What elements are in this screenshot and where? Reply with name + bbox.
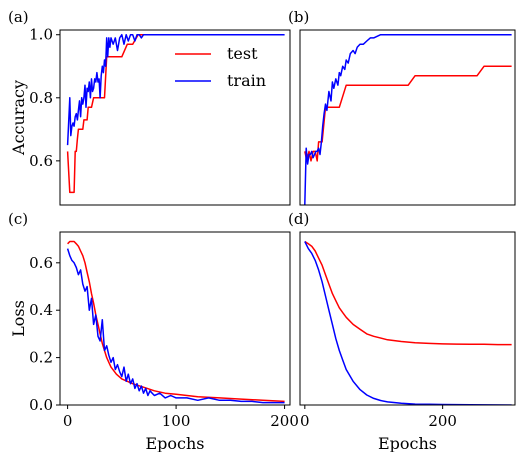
y-tick-label: 0.8 <box>29 89 53 107</box>
y-tick-label: 0.4 <box>29 301 53 319</box>
y-tick-label: 0.2 <box>29 349 53 367</box>
y-axis-label: Accuracy <box>9 80 28 156</box>
panel-b: (b) <box>288 8 516 206</box>
axes-frame <box>59 231 291 406</box>
y-tick-label: 1.0 <box>29 26 53 44</box>
axes-frame <box>299 29 516 206</box>
y-axis-label: Loss <box>9 300 28 337</box>
series-line-train <box>304 241 512 405</box>
panel-label: (d) <box>288 210 309 228</box>
legend-label-train: train <box>227 71 266 90</box>
legend-label-test: test <box>227 44 258 63</box>
x-tick-label: 200 <box>428 412 457 430</box>
x-axis-label: Epochs <box>378 434 437 452</box>
axes-frame <box>299 231 516 406</box>
x-tick-label: 100 <box>162 412 191 430</box>
y-tick-label: 0.6 <box>29 152 53 170</box>
series-line-test <box>66 33 177 194</box>
panel-label: (b) <box>288 8 309 26</box>
series-line-train <box>66 248 285 404</box>
y-tick-label: 0.0 <box>29 396 53 414</box>
series-line-test <box>67 240 285 403</box>
axes-frame <box>59 29 291 206</box>
panel-label: (c) <box>8 210 28 228</box>
x-tick-label: 0 <box>63 412 73 430</box>
x-axis-label: Epochs <box>145 434 204 452</box>
y-tick-label: 0.6 <box>29 254 53 272</box>
series-line-train <box>66 33 285 146</box>
x-tick-label: 0 <box>300 412 310 430</box>
panel-label: (a) <box>8 8 29 26</box>
series-line-test <box>304 240 512 346</box>
series-line-train <box>304 33 512 205</box>
panel-a: 0.6 0.8 1.0(a) Accuracy test train <box>8 8 291 206</box>
panel-d: 0 200 (d) Epochs <box>288 210 516 452</box>
panel-c: 0.0 0.2 0.4 0.6 0 100 200 (c) Loss Epochs <box>8 210 299 452</box>
x-tick-label: 200 <box>270 412 299 430</box>
